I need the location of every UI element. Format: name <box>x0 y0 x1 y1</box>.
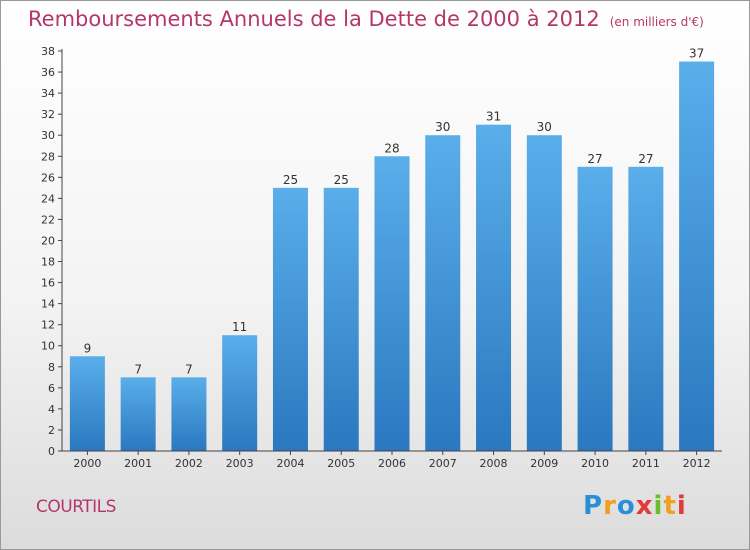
bars-layer <box>69 61 715 452</box>
y-tick-label: 22 <box>41 213 55 226</box>
data-label: 7 <box>134 362 142 376</box>
data-label: 30 <box>435 120 450 134</box>
data-label: 31 <box>486 110 501 124</box>
y-tick-label: 26 <box>41 171 55 184</box>
y-tick-label: 38 <box>41 45 55 58</box>
x-tick-label: 2005 <box>327 457 355 470</box>
logo-letter: t <box>663 491 677 521</box>
x-tick-label: 2001 <box>124 457 152 470</box>
data-label: 11 <box>232 320 247 334</box>
data-label: 25 <box>334 173 349 187</box>
y-tick-label: 14 <box>41 298 55 311</box>
x-tick-label: 2002 <box>175 457 203 470</box>
data-label: 27 <box>587 152 602 166</box>
bar-2010[interactable] <box>577 166 613 451</box>
bar-2011[interactable] <box>628 166 664 451</box>
logo-letter: r <box>603 491 617 521</box>
data-label: 9 <box>84 341 92 355</box>
data-label: 25 <box>283 173 298 187</box>
labels-layer: 2000 9 2001 7 2002 7 2003 11 2004 25 2005 25 2006 28 2… <box>73 47 710 470</box>
commune-name: COURTILS <box>36 497 116 517</box>
data-label: 28 <box>384 141 399 155</box>
proxiti-logo[interactable]: Proxiti <box>583 491 687 521</box>
logo-letter: x <box>635 491 654 521</box>
x-tick-label: 2010 <box>581 457 609 470</box>
y-tick-label: 36 <box>41 66 55 79</box>
y-tick-label: 0 <box>48 445 55 458</box>
chart-title: Remboursements Annuels de la Dette de 20… <box>28 7 704 31</box>
data-label: 7 <box>185 362 193 376</box>
y-tick-label: 20 <box>41 234 55 247</box>
y-tick-label: 2 <box>48 424 55 437</box>
y-tick-label: 28 <box>41 150 55 163</box>
logo-letter: i <box>676 491 687 521</box>
x-tick-label: 2000 <box>73 457 101 470</box>
logo-letter: i <box>653 491 664 521</box>
data-label: 30 <box>537 120 552 134</box>
bar-2012[interactable] <box>679 61 715 452</box>
y-tick-label: 32 <box>41 108 55 121</box>
x-tick-label: 2012 <box>683 457 711 470</box>
bar-2009[interactable] <box>526 135 562 452</box>
chart-subtitle: (en milliers d'€) <box>609 15 704 29</box>
y-tick-label: 34 <box>41 87 55 100</box>
bar-2000[interactable] <box>69 356 105 451</box>
bar-2002[interactable] <box>171 377 207 451</box>
y-tick-label: 30 <box>41 129 55 142</box>
y-tick-label: 24 <box>41 192 55 205</box>
x-tick-label: 2009 <box>530 457 558 470</box>
bar-2007[interactable] <box>425 135 461 452</box>
x-tick-label: 2004 <box>276 457 304 470</box>
bar-2006[interactable] <box>374 156 410 451</box>
bar-2008[interactable] <box>476 124 512 452</box>
x-tick-label: 2006 <box>378 457 406 470</box>
y-tick-label: 18 <box>41 256 55 269</box>
logo-letter: P <box>583 491 604 521</box>
logo-letter: o <box>616 491 636 521</box>
y-tick-label: 10 <box>41 340 55 353</box>
y-tick-label: 4 <box>48 403 55 416</box>
data-label: 37 <box>689 47 704 61</box>
y-tick-label: 8 <box>48 361 55 374</box>
x-tick-label: 2007 <box>429 457 457 470</box>
bar-2003[interactable] <box>222 335 258 451</box>
bar-2005[interactable] <box>323 187 359 451</box>
data-label: 27 <box>638 152 653 166</box>
y-tick-label: 16 <box>41 277 55 290</box>
chart-title-text: Remboursements Annuels de la Dette de 20… <box>28 7 600 31</box>
x-tick-label: 2011 <box>632 457 660 470</box>
y-tick-label: 6 <box>48 382 55 395</box>
bar-2004[interactable] <box>272 187 308 451</box>
y-tick-label: 12 <box>41 319 55 332</box>
bar-2001[interactable] <box>120 377 156 451</box>
x-tick-label: 2003 <box>226 457 254 470</box>
x-tick-label: 2008 <box>480 457 508 470</box>
